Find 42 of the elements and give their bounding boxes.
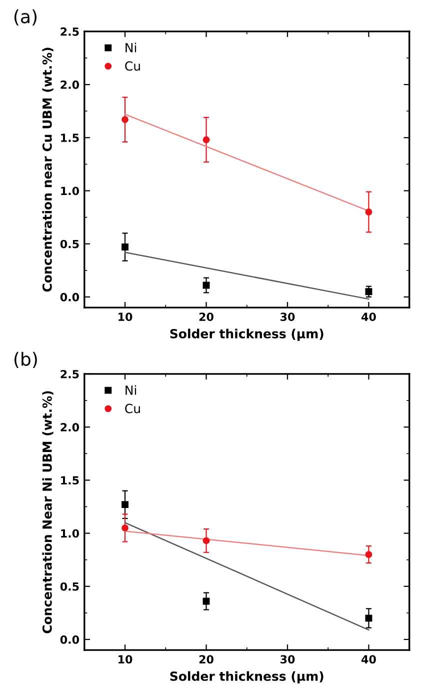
x-tick-label: 10 xyxy=(118,655,132,664)
x-tick-label: 20 xyxy=(199,312,214,322)
y-tick-label: 2.0 xyxy=(60,423,80,432)
chart-title: (a) xyxy=(14,9,37,26)
chart-title: (b) xyxy=(14,352,37,368)
x-tick-label: 40 xyxy=(361,655,376,664)
legend-label: Cu xyxy=(125,61,140,71)
point xyxy=(365,614,372,622)
y-tick-label: 1.5 xyxy=(61,134,79,142)
x-tick-label: 30 xyxy=(280,655,295,664)
y-tick-label: 2.0 xyxy=(60,80,80,89)
point xyxy=(202,598,210,605)
y-tick-label: 1.0 xyxy=(61,186,80,196)
x-tick-label: 40 xyxy=(361,312,376,322)
x-axis-title: Solder thickness (μm) xyxy=(170,328,324,341)
y-tick-label: 2.5 xyxy=(60,27,79,36)
legend-label: Ni xyxy=(126,42,136,52)
point xyxy=(122,524,128,532)
point xyxy=(122,244,128,250)
point xyxy=(202,136,210,144)
y-axis-title: Concentration near Cu UBM (wt.%) xyxy=(42,48,54,292)
point xyxy=(365,288,372,296)
point xyxy=(122,116,128,124)
y-tick-label: 1.0 xyxy=(61,529,80,538)
y-tick-label: 0.5 xyxy=(60,240,79,248)
y-tick-label: 0.5 xyxy=(60,582,79,591)
y-tick-label: 2.5 xyxy=(60,370,79,378)
point xyxy=(365,551,372,558)
point xyxy=(202,537,210,544)
point xyxy=(122,501,128,508)
y-tick-label: 0.0 xyxy=(60,635,80,644)
y-tick-label: 0.0 xyxy=(60,292,80,302)
legend-label: Cu xyxy=(125,404,140,414)
y-axis-title: Concentration Near Ni UBM (wt.%) xyxy=(42,391,54,634)
legend-label: Ni xyxy=(126,385,136,395)
x-tick-label: 30 xyxy=(280,312,295,322)
point xyxy=(365,208,372,216)
x-axis-title: Solder thickness (μm) xyxy=(170,671,324,684)
x-tick-label: 20 xyxy=(199,655,214,664)
y-tick-label: 1.5 xyxy=(61,476,79,485)
x-tick-label: 10 xyxy=(118,312,132,322)
point xyxy=(202,282,210,289)
